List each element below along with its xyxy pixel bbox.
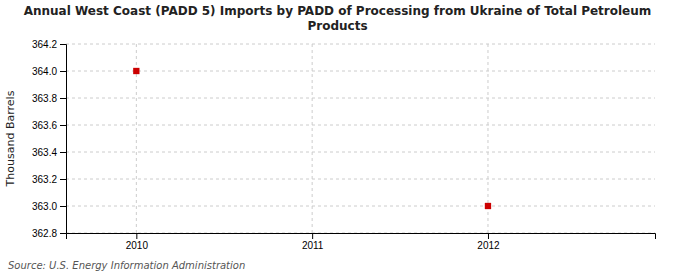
x-axis-tick: 2010 [126,233,149,251]
y-axis-tick-mark [60,71,66,72]
x-axis-tick: 2012 [477,233,500,251]
y-axis-tick: 363.6 [32,120,66,131]
x-axis-line [67,234,656,240]
grid [66,44,655,233]
y-axis-tick-mark [60,98,66,99]
y-axis-tick-mark [60,233,66,234]
y-axis-tick-label: 363.0 [32,201,57,212]
y-axis-tick-label: 363.2 [32,174,57,185]
y-axis-tick-label: 364.0 [32,66,57,77]
point [485,203,491,209]
x-axis-tick-label: 2012 [477,240,500,251]
y-axis-tick: 364.2 [32,39,66,50]
x-axis-tick-mark [136,233,137,239]
source-note: Source: U.S. Energy Information Administ… [8,260,245,271]
grid-line-y [66,125,655,126]
grid-line-y [66,179,655,180]
x-axis-tick-mark [312,233,313,239]
y-axis-tick: 363.8 [32,93,66,104]
grid-line-x [312,44,313,233]
y-axis-tick-label: 363.4 [32,147,57,158]
y-axis-title: Thousand Barrels [4,90,17,187]
grid-line-y [66,71,655,72]
y-axis-tick: 363.0 [32,201,66,212]
y-axis-tick-mark [60,152,66,153]
x-axis-tick: 2011 [302,233,324,251]
y-axis-tick-mark [60,206,66,207]
x-axis-tick-label: 2010 [126,240,149,251]
y-axis-tick: 363.4 [32,147,66,158]
title-line: Annual West Coast (PADD 5) Imports by PA… [24,4,652,18]
chart: Annual West Coast (PADD 5) Imports by PA… [0,0,675,275]
grid-line-y [66,98,655,99]
y-axis-tick-mark [60,44,66,45]
point [133,68,139,74]
y-axis-tick: 362.8 [32,228,66,239]
y-axis-line [60,45,67,234]
grid-line-y [66,206,655,207]
x-axis-tick-label: 2011 [302,240,324,251]
title-line: Products [307,19,367,33]
title: Annual West Coast (PADD 5) Imports by PA… [24,4,652,33]
grid-line-y [66,152,655,153]
points [133,68,491,209]
y-axis-tick-mark [60,179,66,180]
y-axis-tick-label: 364.2 [32,39,57,50]
y-axis-tick: 364.0 [32,66,66,77]
y-axis-tick-mark [60,125,66,126]
x-axis-tick-mark [488,233,489,239]
plot: 2010 2011 2012 362.8 363.0 363.2 363.4 363.6 363… [4,39,656,251]
y-axis-tick-label: 363.8 [32,93,57,104]
grid-line-y [66,44,655,45]
y-axis-tick-label: 362.8 [32,228,57,239]
y-axis-tick-label: 363.6 [32,120,57,131]
y-axis: 362.8 363.0 363.2 363.4 363.6 363.8 364.0 364.2 [32,39,67,239]
x-axis: 2010 2011 2012 [67,233,656,251]
y-axis-tick: 363.2 [32,174,66,185]
